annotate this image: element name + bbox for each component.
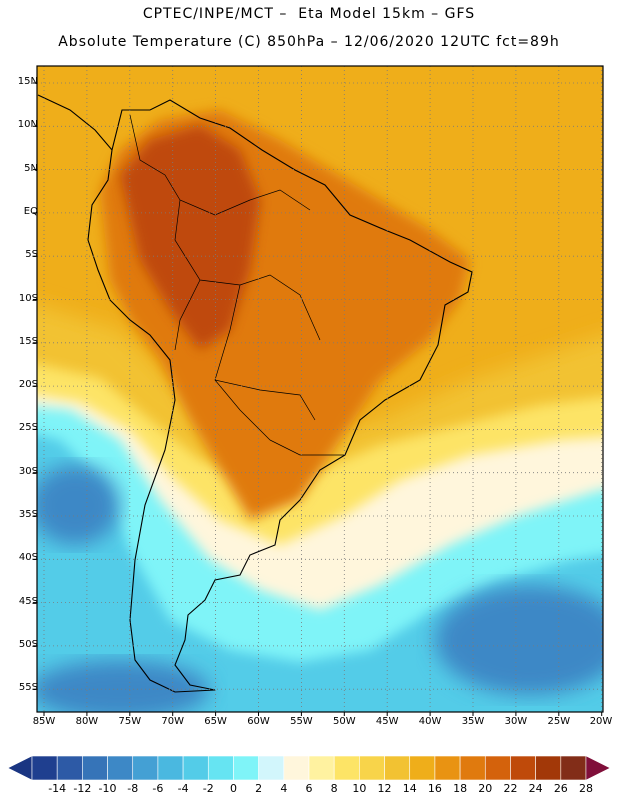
colorbar-swatch <box>233 755 259 781</box>
colorbar-label: 4 <box>280 782 288 795</box>
colorbar-label: -8 <box>127 782 139 795</box>
colorbar-label: 8 <box>330 782 338 795</box>
colorbar-swatch <box>31 755 58 781</box>
field-cold-pool <box>37 660 210 712</box>
colorbar-label: 2 <box>255 782 263 795</box>
colorbar-swatch <box>409 755 436 781</box>
colorbar-label: 10 <box>352 782 367 795</box>
coastline <box>37 94 473 693</box>
colorbar-swatch <box>283 755 310 781</box>
colorbar-label: -10 <box>98 782 117 795</box>
map-frame <box>36 65 604 713</box>
colorbar-label: 6 <box>305 782 313 795</box>
colorbar-swatch <box>56 755 83 781</box>
colorbar-label: -2 <box>202 782 214 795</box>
longitude-label: 30W <box>504 716 528 727</box>
temperature-field <box>37 66 603 712</box>
colorbar-swatch <box>359 755 385 781</box>
longitude-label: 20W <box>589 716 613 727</box>
latitude-label: 35S <box>18 509 38 520</box>
colorbar-swatch <box>535 755 562 781</box>
colorbar-swatch <box>157 755 184 781</box>
colorbar-swatch <box>560 755 587 781</box>
latitude-label: 10N <box>17 119 38 131</box>
colorbar-label: 14 <box>402 782 417 795</box>
colorbar-swatch <box>207 755 234 781</box>
temperature-map <box>33 65 604 716</box>
colorbar-label: 22 <box>503 782 518 795</box>
colorbar-swatch <box>82 755 108 781</box>
longitude-label: 60W <box>247 716 270 727</box>
colorbar-swatch <box>308 755 335 781</box>
colorbar-swatch <box>107 755 134 781</box>
longitude-label: 35W <box>461 716 485 727</box>
latitude-label: EQ <box>23 205 38 217</box>
colorbar-label: -4 <box>177 782 189 795</box>
latitude-label: 10S <box>18 292 38 304</box>
longitude-label: 50W <box>332 716 356 727</box>
longitude-label: 80W <box>75 716 99 727</box>
latitude-label: 20S <box>18 379 38 391</box>
longitude-label: 55W <box>290 716 313 727</box>
colorbar-label: -6 <box>152 782 164 795</box>
map-subtitle: Absolute Temperature (C) 850hPa – 12/06/… <box>58 34 560 50</box>
colorbar-swatch <box>258 755 285 781</box>
colorbar-label: 0 <box>229 782 237 795</box>
colorbar-swatch <box>132 755 159 781</box>
colorbar-swatch <box>510 755 536 781</box>
map-title: CPTEC/INPE/MCT – Eta Model 15km – GFS <box>142 6 476 22</box>
colorbar-label: -14 <box>48 782 67 795</box>
colorbar-swatch <box>459 755 486 781</box>
latitude-label: 40S <box>18 552 38 564</box>
colorbar-swatch <box>434 755 461 781</box>
longitude-label: 40W <box>418 716 442 727</box>
colorbar-label: 26 <box>553 782 568 795</box>
longitude-label: 65W <box>204 716 227 727</box>
latitude-label: 45S <box>18 595 38 607</box>
latitude-label: 55S <box>18 682 38 694</box>
colorbar-label: -12 <box>73 782 92 795</box>
field-continental-hot-core <box>120 125 260 350</box>
colorbar-swatch <box>384 755 411 781</box>
axis-ticks <box>33 82 603 716</box>
latitude-label: 25S <box>18 422 38 434</box>
country-borders <box>129 114 345 456</box>
latitude-label: 50S <box>18 638 38 650</box>
colorbar-swatch <box>182 755 209 781</box>
colorbar-over-triangle <box>585 755 611 781</box>
colorbar-label: 18 <box>453 782 468 795</box>
longitude-label: 70W <box>161 716 184 727</box>
colorbar-label: 28 <box>579 782 593 795</box>
latitude-label: 5S <box>25 249 38 261</box>
field-cold-pool <box>37 465 120 545</box>
latitude-label: 15N <box>17 76 38 87</box>
longitude-label: 75W <box>118 716 142 727</box>
colorbar-swatch <box>484 755 511 781</box>
latitude-label: 30S <box>18 465 38 477</box>
latitude-label: 5N <box>24 162 38 174</box>
longitude-label: 45W <box>375 716 399 727</box>
field-cold-pool <box>435 585 603 695</box>
latitude-label: 15S <box>18 335 38 347</box>
colorbar-under-triangle <box>7 755 33 781</box>
colorbar-label: 24 <box>528 782 543 795</box>
longitude-label: 85W <box>32 716 56 727</box>
colorbar <box>7 755 611 781</box>
colorbar-label: 20 <box>478 782 493 795</box>
colorbar-label: 16 <box>427 782 442 795</box>
colorbar-swatch <box>333 755 360 781</box>
longitude-label: 25W <box>547 716 571 727</box>
colorbar-label: 12 <box>377 782 392 795</box>
